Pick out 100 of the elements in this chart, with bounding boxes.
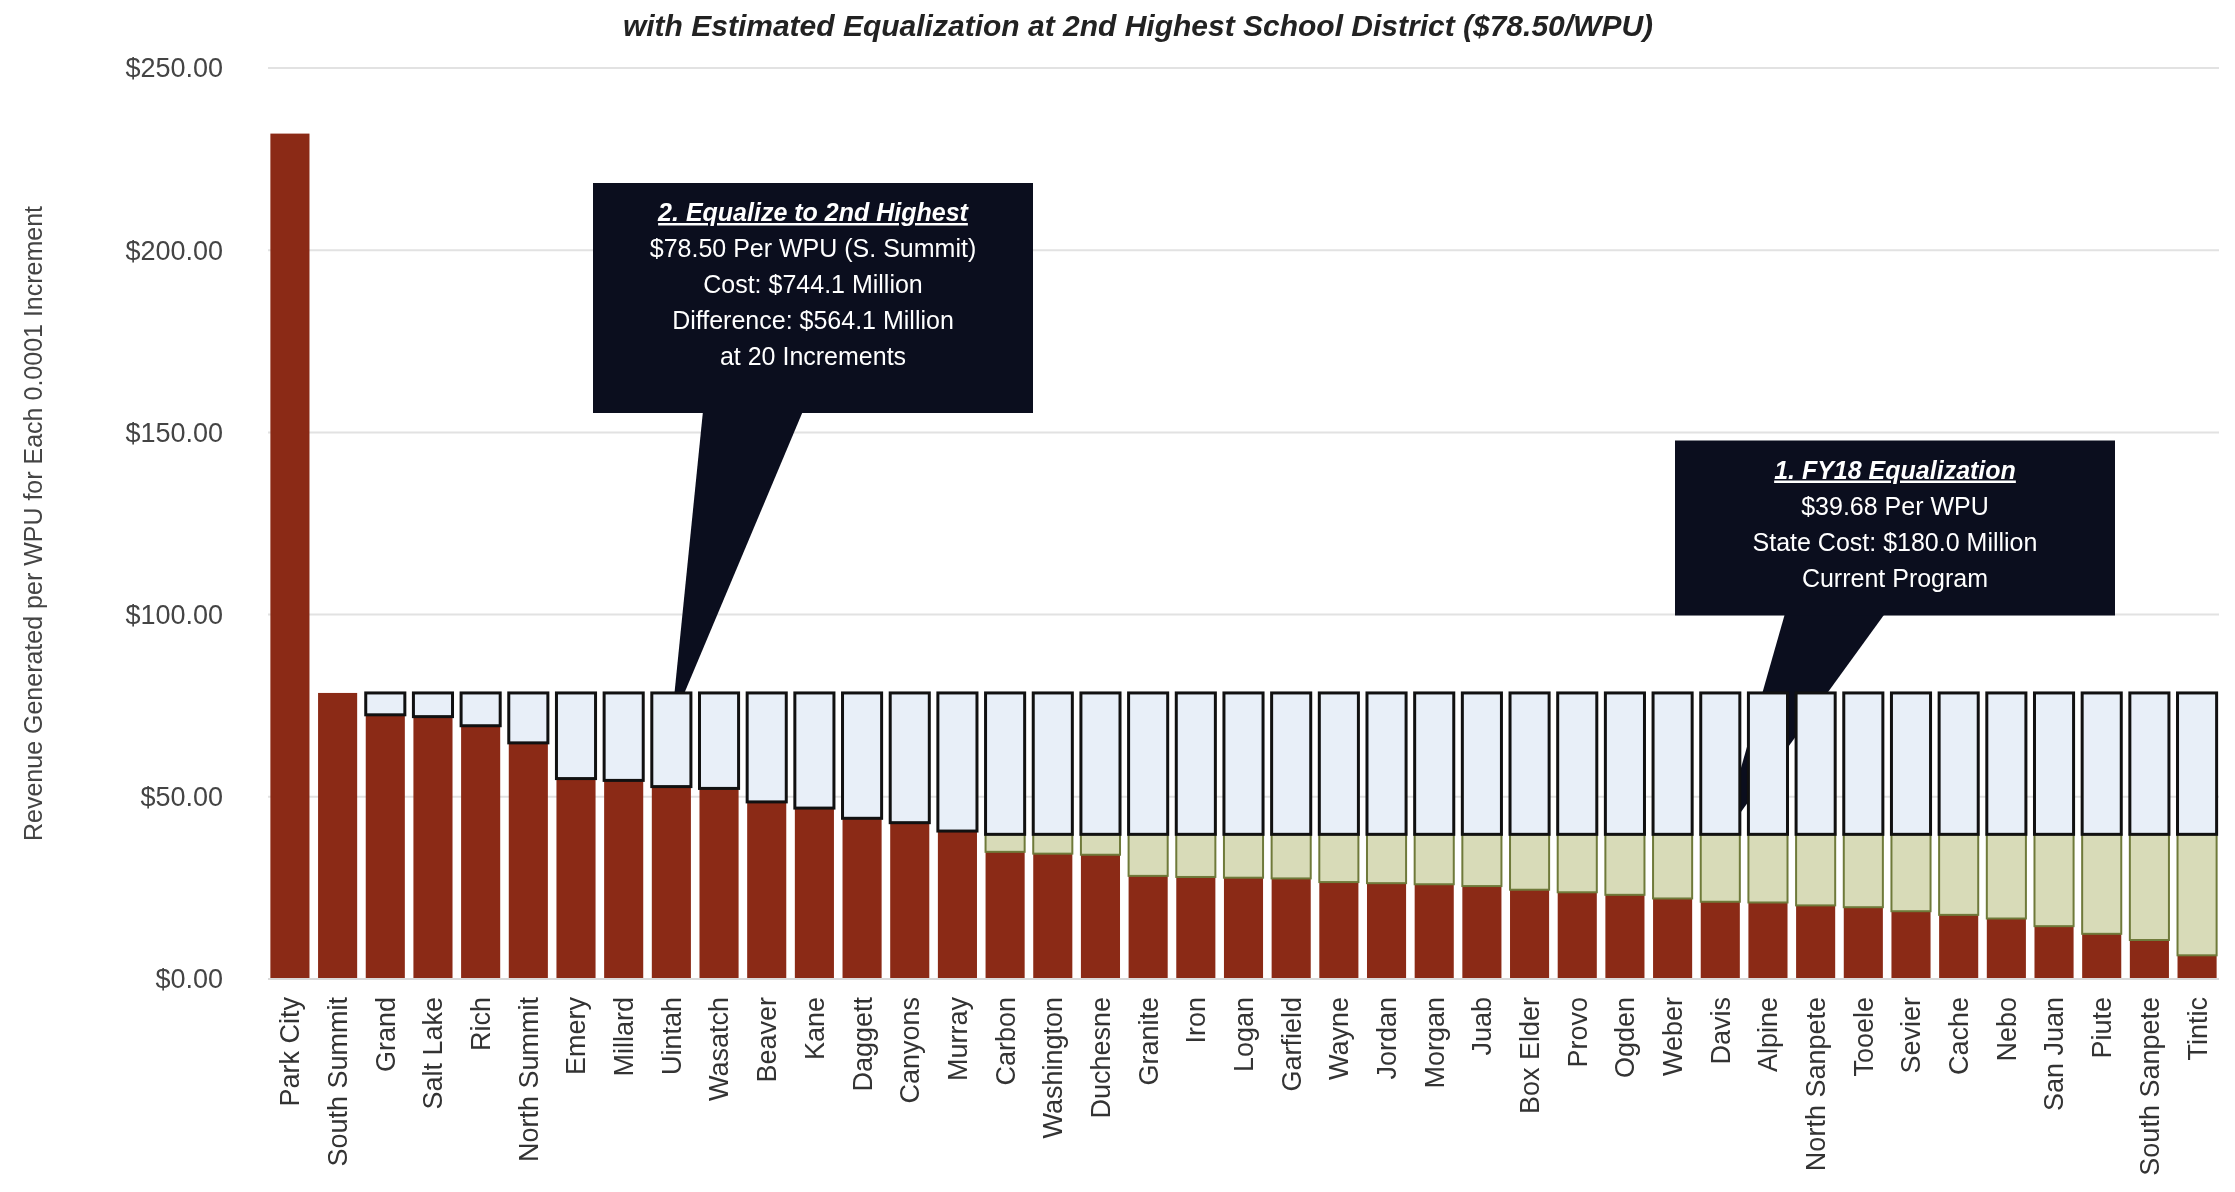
bar	[270, 133, 310, 979]
bar	[1509, 833, 1551, 891]
bar	[1127, 691, 1170, 836]
bar	[936, 691, 979, 833]
bar	[318, 692, 358, 979]
bar	[604, 780, 644, 979]
bar	[1365, 833, 1408, 885]
bar	[1891, 911, 1931, 979]
bar	[1031, 691, 1074, 836]
x-tick-label: North Sanpete	[1801, 997, 1832, 1172]
bar	[1080, 854, 1121, 979]
x-tick-label: Beaver	[752, 997, 783, 1083]
x-tick-label: Carbon	[990, 997, 1021, 1086]
bar	[1127, 833, 1169, 877]
bar	[411, 691, 455, 719]
bar	[1462, 886, 1502, 979]
x-tick-label: Grand	[370, 997, 401, 1073]
bar	[459, 691, 502, 728]
bar	[650, 691, 693, 789]
bar	[1223, 877, 1264, 979]
bar	[1175, 833, 1217, 878]
x-tick-label: Ogden	[1610, 997, 1641, 1079]
bar	[1557, 892, 1597, 979]
bar	[365, 714, 405, 979]
y-tick-label: $0.00	[155, 964, 223, 995]
x-tick-label: Salt Lake	[418, 997, 449, 1110]
x-tick-label: Wasatch	[704, 997, 735, 1102]
bar	[1937, 691, 1980, 836]
bar	[364, 691, 407, 717]
x-tick-label: Nebo	[1991, 997, 2022, 1062]
bar	[841, 691, 884, 820]
bar	[1271, 878, 1311, 979]
bar	[1605, 894, 1645, 979]
bar	[1079, 691, 1122, 836]
bar	[1747, 833, 1789, 904]
x-tick-label: Tintic	[2182, 997, 2213, 1061]
bar	[2128, 691, 2171, 836]
bar	[1318, 833, 1360, 884]
x-tick-label: Canyons	[895, 997, 926, 1104]
y-tick-label: $150.00	[125, 417, 223, 448]
x-tick-label: Provo	[1562, 997, 1593, 1068]
bar	[1270, 691, 1313, 836]
bar	[1890, 833, 1932, 913]
bar	[1222, 833, 1265, 879]
bar	[1556, 833, 1598, 894]
x-tick-label: Sevier	[1896, 996, 1927, 1074]
bar	[1270, 833, 1312, 880]
x-tick-label: Piute	[2087, 997, 2118, 1059]
x-tick-label: Weber	[1658, 997, 1689, 1077]
x-tick-label: Box Elder	[1515, 997, 1546, 1115]
bar	[2128, 833, 2170, 942]
x-tick-label: Murray	[942, 996, 973, 1082]
bar	[2082, 933, 2122, 979]
bar	[1699, 833, 1741, 903]
bar	[1033, 853, 1073, 979]
x-tick-label: Wayne	[1324, 997, 1355, 1081]
bar	[1653, 898, 1693, 979]
bar	[2034, 926, 2074, 979]
bar	[937, 831, 977, 979]
x-tick-label: Garfield	[1276, 997, 1307, 1092]
y-axis-title: Revenue Generated per WPU for Each 0.0001 Increment	[19, 205, 47, 842]
annotation: 1. FY18 Equalization $39.68 Per WPU State Cost: $180.0 Million Current Program	[1752, 455, 2038, 592]
bar	[1939, 914, 1979, 979]
bar	[1889, 691, 1933, 836]
bar	[1796, 905, 1836, 979]
x-tick-label: North Summit	[513, 996, 544, 1163]
bar	[1842, 691, 1885, 836]
bar	[2177, 955, 2217, 979]
bar	[1413, 691, 1456, 836]
x-tick-label: Kane	[799, 997, 830, 1061]
bar	[1651, 691, 1694, 836]
x-tick-label: Tooele	[1848, 997, 1879, 1077]
bar	[699, 788, 739, 979]
bar	[1794, 691, 1837, 836]
bar	[2032, 691, 2076, 836]
bar	[1128, 875, 1168, 979]
bar	[1604, 833, 1646, 896]
bar	[1319, 882, 1359, 979]
annotation: 2. Equalize to 2nd Highest $78.50 Per WPU (S. Summit) Cost: $744.1 Million Difference: $564.1 Million at 20 Increments	[649, 198, 977, 370]
y-tick-label: $250.00	[125, 53, 223, 84]
bar	[2176, 833, 2218, 957]
bar	[1985, 833, 2027, 920]
x-tick-label: Granite	[1133, 997, 1164, 1086]
bar	[2081, 833, 2123, 935]
bar	[1317, 691, 1360, 836]
bar	[1365, 691, 1408, 836]
bar	[1174, 691, 1217, 836]
bar	[1652, 833, 1694, 900]
bar	[794, 808, 834, 979]
bar	[697, 691, 741, 790]
bar	[1795, 833, 1837, 907]
bar	[2080, 691, 2123, 836]
bar	[747, 801, 787, 979]
x-tick-label: Park City	[275, 996, 306, 1107]
bar	[1700, 901, 1740, 979]
bar	[793, 691, 836, 810]
bar	[1176, 876, 1216, 979]
x-tick-label: Millard	[609, 997, 640, 1077]
bar	[1746, 691, 1790, 836]
bar	[1510, 889, 1550, 979]
